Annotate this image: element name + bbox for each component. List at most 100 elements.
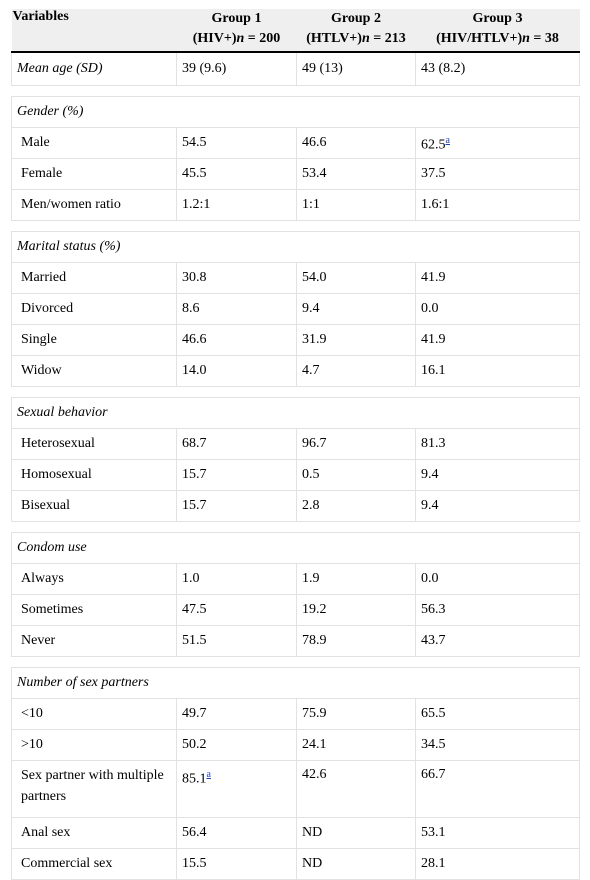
cell-value: 53.4: [302, 166, 327, 181]
cell-value: 1.2:1: [182, 197, 211, 212]
table-row: Male 54.5 46.6 62.5a: [11, 127, 580, 159]
cell-group-1: 49.7: [176, 698, 297, 730]
demographics-table: Variables Group 1 (HIV+)n = 200 Group 2 …: [11, 9, 580, 880]
spacer-cell: [296, 656, 416, 668]
cell-value: 30.8: [182, 270, 207, 285]
cell-group-2: 49 (13): [296, 51, 416, 86]
group-2-title: Group 2: [331, 11, 381, 26]
spacer-cell: [11, 656, 177, 668]
cell-value: 51.5: [182, 633, 207, 648]
cell-group-2: 9.4: [296, 293, 416, 325]
cell-group-1: 54.5: [176, 127, 297, 159]
cell-group-1: 47.5: [176, 594, 297, 626]
cell-group-1: 15.7: [176, 459, 297, 491]
cell-group-2: 46.6: [296, 127, 416, 159]
cell-value: 96.7: [302, 436, 327, 451]
table-row: Female 45.5 53.4 37.5: [11, 158, 580, 190]
table-body: Mean age (SD) 39 (9.6) 49 (13) 43 (8.2) …: [11, 51, 580, 880]
row-label: Commercial sex: [11, 848, 177, 880]
section-header-row: Condom use: [11, 532, 580, 564]
cell-group-3: 28.1: [415, 848, 580, 880]
spacer-cell: [296, 85, 416, 97]
cell-value: 1.9: [302, 571, 320, 586]
cell-value: 41.9: [421, 332, 446, 347]
row-label: <10: [11, 698, 177, 730]
cell-value: 78.9: [302, 633, 327, 648]
cell-group-3: 0.0: [415, 293, 580, 325]
cell-group-3: 81.3: [415, 428, 580, 460]
cell-group-2: 1:1: [296, 189, 416, 221]
cell-value: 45.5: [182, 166, 207, 181]
cell-group-2: ND: [296, 817, 416, 849]
table-row: Heterosexual 68.7 96.7 81.3: [11, 428, 580, 460]
cell-group-1: 8.6: [176, 293, 297, 325]
cell-group-1: 15.7: [176, 490, 297, 522]
table-row: Men/women ratio 1.2:1 1:1 1.6:1: [11, 189, 580, 221]
spacer-cell: [415, 386, 580, 398]
section-header-row: Sexual behavior: [11, 397, 580, 429]
cell-value: 66.7: [421, 767, 446, 782]
cell-group-1: 56.4: [176, 817, 297, 849]
table-row: Bisexual 15.7 2.8 9.4: [11, 490, 580, 522]
section-title: Condom use: [11, 532, 580, 564]
cell-group-3: 43 (8.2): [415, 51, 580, 86]
cell-value: 50.2: [182, 737, 207, 752]
cell-value: 68.7: [182, 436, 207, 451]
cell-group-3: 62.5a: [415, 127, 580, 159]
row-label: Homosexual: [11, 459, 177, 491]
table-row: <10 49.7 75.9 65.5: [11, 698, 580, 730]
cell-value: 9.4: [421, 498, 439, 513]
cell-group-2: 54.0: [296, 262, 416, 294]
row-label: Heterosexual: [11, 428, 177, 460]
spacer-cell: [176, 386, 297, 398]
cell-value: 16.1: [421, 363, 446, 378]
cell-group-2: 96.7: [296, 428, 416, 460]
footnote-link[interactable]: a: [445, 134, 450, 146]
spacer-cell: [176, 220, 297, 232]
spacer-row: [11, 220, 580, 232]
section-header-row: Number of sex partners: [11, 667, 580, 699]
header-group-3: Group 3 (HIV/HTLV+)n = 38: [415, 9, 580, 53]
cell-group-1: 1.2:1: [176, 189, 297, 221]
cell-value: 0.0: [421, 301, 439, 316]
cell-group-3: 9.4: [415, 459, 580, 491]
cell-value: 47.5: [182, 602, 207, 617]
table-row: >10 50.2 24.1 34.5: [11, 729, 580, 761]
cell-value: 9.4: [302, 301, 320, 316]
cell-value: 2.8: [302, 498, 320, 513]
cell-group-2: 24.1: [296, 729, 416, 761]
cell-value: 19.2: [302, 602, 327, 617]
cell-value: 24.1: [302, 737, 327, 752]
cell-group-1: 14.0: [176, 355, 297, 387]
cell-value: 54.0: [302, 270, 327, 285]
table-row: Commercial sex 15.5 ND 28.1: [11, 848, 580, 880]
cell-value: 62.5: [421, 137, 446, 153]
cell-value: 0.0: [421, 571, 439, 586]
cell-group-3: 66.7: [415, 760, 580, 818]
row-label: Anal sex: [11, 817, 177, 849]
row-label: Always: [11, 563, 177, 595]
cell-group-3: 53.1: [415, 817, 580, 849]
spacer-cell: [415, 85, 580, 97]
row-label: Bisexual: [11, 490, 177, 522]
cell-value: 14.0: [182, 363, 207, 378]
cell-group-2: 1.9: [296, 563, 416, 595]
cell-group-1: 68.7: [176, 428, 297, 460]
table-row-mean-age: Mean age (SD) 39 (9.6) 49 (13) 43 (8.2): [11, 51, 580, 86]
cell-group-3: 1.6:1: [415, 189, 580, 221]
footnote-link[interactable]: a: [206, 769, 211, 780]
cell-value: 54.5: [182, 135, 207, 150]
spacer-cell: [176, 85, 297, 97]
cell-group-2: 31.9: [296, 324, 416, 356]
cell-group-2: 2.8: [296, 490, 416, 522]
cell-group-1: 45.5: [176, 158, 297, 190]
cell-group-3: 41.9: [415, 324, 580, 356]
cell-value: 1:1: [302, 197, 320, 212]
cell-group-3: 56.3: [415, 594, 580, 626]
row-label: Mean age (SD): [11, 51, 177, 86]
section-header-row: Gender (%): [11, 96, 580, 128]
spacer-cell: [11, 85, 177, 97]
section-header-row: Marital status (%): [11, 231, 580, 263]
table-row: Anal sex 56.4 ND 53.1: [11, 817, 580, 849]
cell-value: 41.9: [421, 270, 446, 285]
